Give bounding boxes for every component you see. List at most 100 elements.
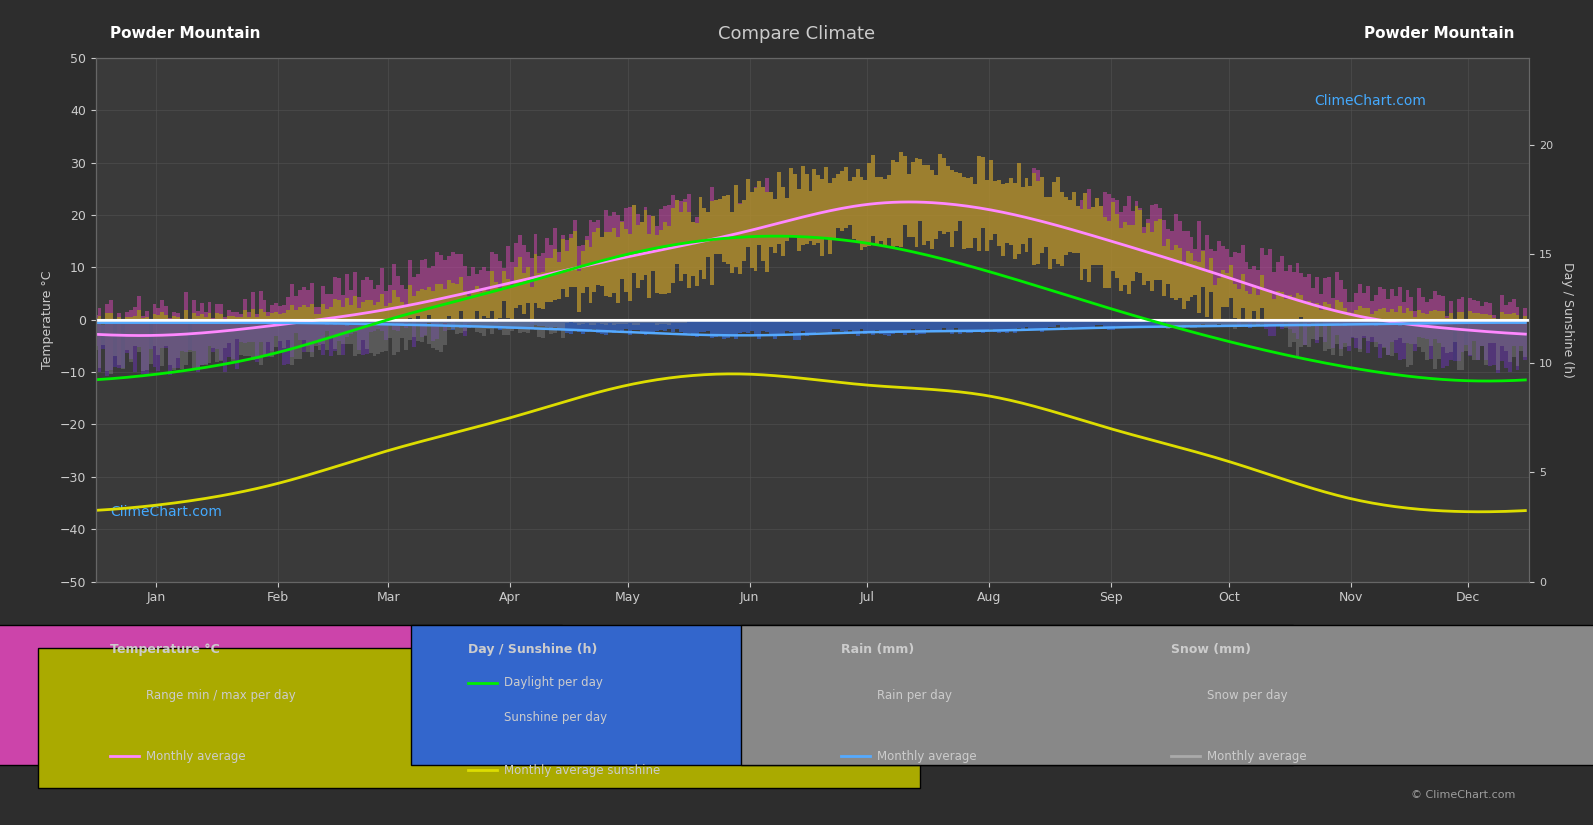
Bar [169, 318, 172, 319]
Bar [148, 319, 153, 364]
Bar [317, 307, 322, 319]
Bar [250, 319, 255, 342]
Bar [271, 319, 274, 323]
Bar [239, 319, 242, 356]
Bar [1244, 319, 1249, 323]
Bar [172, 319, 177, 370]
Bar [804, 174, 809, 244]
Bar [1024, 319, 1029, 328]
Bar [1359, 284, 1362, 319]
Bar [1142, 319, 1147, 321]
Bar [1338, 303, 1343, 319]
Bar [360, 302, 365, 319]
Bar [1166, 319, 1169, 328]
Bar [687, 212, 691, 288]
Bar [169, 319, 172, 365]
Bar [411, 296, 416, 319]
Bar [408, 260, 411, 318]
Bar [440, 285, 443, 319]
Bar [1295, 293, 1300, 319]
Bar [655, 234, 660, 293]
Bar [1185, 319, 1190, 328]
Bar [400, 319, 405, 337]
Bar [1021, 187, 1024, 244]
Bar [757, 182, 761, 246]
Bar [161, 300, 164, 319]
Bar [1523, 319, 1528, 323]
Bar [1279, 319, 1284, 328]
Bar [844, 167, 847, 228]
Bar [1287, 319, 1292, 325]
Bar [1520, 319, 1523, 346]
Bar [510, 319, 515, 329]
Bar [640, 319, 644, 332]
Bar [523, 273, 526, 314]
Bar [1099, 206, 1102, 265]
Bar [1198, 262, 1201, 313]
Bar [820, 179, 824, 256]
Bar [1456, 319, 1461, 370]
Bar [1123, 319, 1126, 327]
Bar [491, 271, 494, 311]
Bar [978, 156, 981, 252]
Bar [510, 287, 515, 319]
Bar [1493, 318, 1496, 319]
Bar [290, 319, 295, 357]
Bar [714, 200, 718, 254]
Bar [887, 175, 890, 238]
Bar [534, 254, 537, 303]
Bar [644, 210, 647, 276]
Bar [1397, 319, 1402, 361]
Bar [1375, 295, 1378, 319]
Bar [973, 184, 978, 238]
Bar [750, 192, 753, 267]
Bar [223, 319, 228, 322]
Bar [1257, 319, 1260, 325]
Bar [992, 319, 997, 332]
Bar [1059, 191, 1064, 266]
Bar [671, 195, 675, 283]
Bar [105, 304, 110, 319]
Bar [545, 319, 550, 329]
Bar [863, 180, 868, 247]
Bar [1236, 319, 1241, 327]
Bar [279, 314, 282, 319]
Bar [381, 294, 384, 319]
Bar [588, 219, 593, 304]
Bar [938, 319, 941, 332]
Bar [593, 232, 596, 291]
Bar [691, 319, 695, 337]
Bar [156, 319, 161, 355]
Bar [1021, 187, 1024, 244]
Bar [1485, 319, 1488, 361]
Bar [1316, 319, 1319, 325]
Bar [1359, 306, 1362, 319]
Bar [734, 185, 738, 266]
Bar [1418, 319, 1421, 346]
Bar [478, 291, 483, 319]
Bar [852, 319, 855, 333]
Bar [793, 319, 796, 340]
Bar [566, 319, 569, 333]
Bar [667, 319, 671, 325]
Bar [628, 207, 632, 300]
Bar [274, 319, 279, 337]
Bar [997, 181, 1000, 246]
Bar [247, 317, 250, 319]
Bar [507, 279, 510, 318]
Bar [1523, 316, 1528, 319]
Bar [558, 319, 561, 330]
Bar [1123, 319, 1126, 321]
Bar [1000, 319, 1005, 332]
Bar [526, 252, 529, 303]
Bar [1279, 292, 1284, 319]
Bar [879, 177, 883, 241]
Bar [927, 165, 930, 242]
Bar [816, 319, 820, 332]
Bar [919, 159, 922, 220]
Bar [632, 205, 636, 273]
Bar [1410, 311, 1413, 319]
Bar [1056, 319, 1059, 321]
Bar [840, 319, 844, 331]
Bar [691, 222, 695, 276]
